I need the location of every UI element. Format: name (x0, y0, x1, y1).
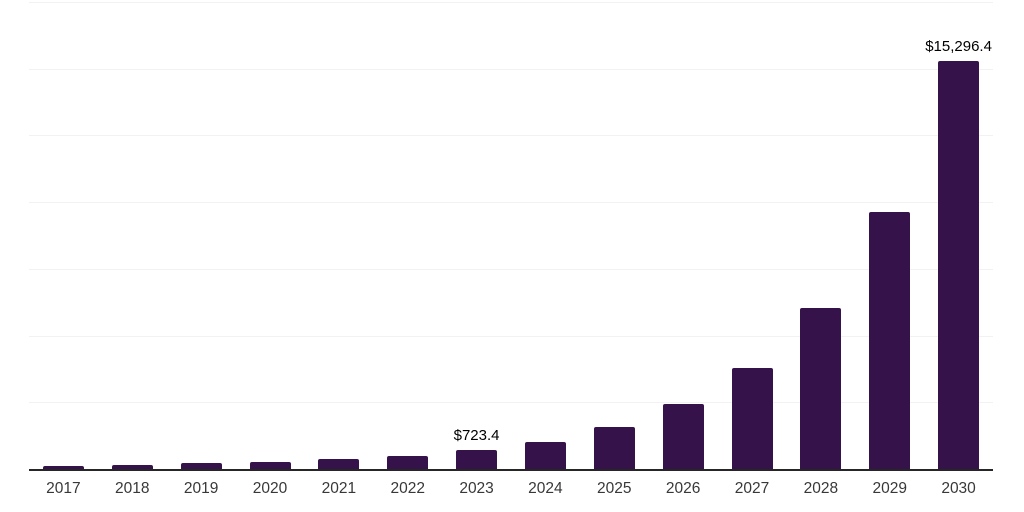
bar-2024 (524, 442, 566, 469)
gridline-15000 (29, 68, 993, 70)
gridline-2500 (29, 402, 993, 404)
bar-2023 (456, 449, 498, 469)
bar-2026 (662, 403, 704, 469)
x-tick-label-2018: 2018 (115, 480, 150, 497)
bar-2019 (180, 463, 222, 469)
x-axis-line (29, 469, 993, 471)
bar-2020 (249, 461, 291, 469)
bar-2027 (731, 367, 773, 469)
x-tick-label-2019: 2019 (183, 480, 219, 497)
bar-2025 (593, 427, 635, 469)
bar-2028 (800, 307, 842, 469)
x-tick-label-2022: 2022 (390, 480, 425, 497)
gridline-7500 (29, 268, 993, 270)
bar-2022 (387, 455, 429, 469)
x-tick-label-2023: 2023 (459, 480, 494, 497)
bar-2018 (111, 464, 153, 469)
x-tick-label-2021: 2021 (321, 480, 357, 497)
x-tick-label-2026: 2026 (665, 480, 701, 497)
gridline-10000 (29, 202, 993, 204)
plot-area: $723.4 $15,296.4 (29, 2, 993, 469)
bar-2029 (869, 212, 911, 469)
x-tick-label-2025: 2025 (597, 480, 632, 497)
bar-2021 (318, 458, 360, 469)
x-tick-label-2020: 2020 (252, 480, 288, 497)
gridline-5000 (29, 335, 993, 337)
x-tick-label-2027: 2027 (734, 480, 770, 497)
value-label-2030: $15,296.4 (925, 37, 992, 55)
value-label-2023: $723.4 (453, 426, 500, 444)
bar-2017 (42, 465, 84, 469)
x-tick-label-2029: 2029 (872, 480, 907, 497)
x-axis-labels: 2017 2018 2019 2020 2021 2022 2023 2024 2025 2026… (29, 481, 993, 501)
gridline-17500 (29, 2, 993, 3)
x-tick-label-2030: 2030 (941, 480, 976, 497)
x-tick-label-2017: 2017 (46, 480, 81, 497)
bar-2030 (938, 60, 980, 469)
gridline-12500 (29, 135, 993, 137)
x-tick-label-2028: 2028 (803, 480, 839, 497)
x-tick-label-2024: 2024 (528, 480, 563, 497)
